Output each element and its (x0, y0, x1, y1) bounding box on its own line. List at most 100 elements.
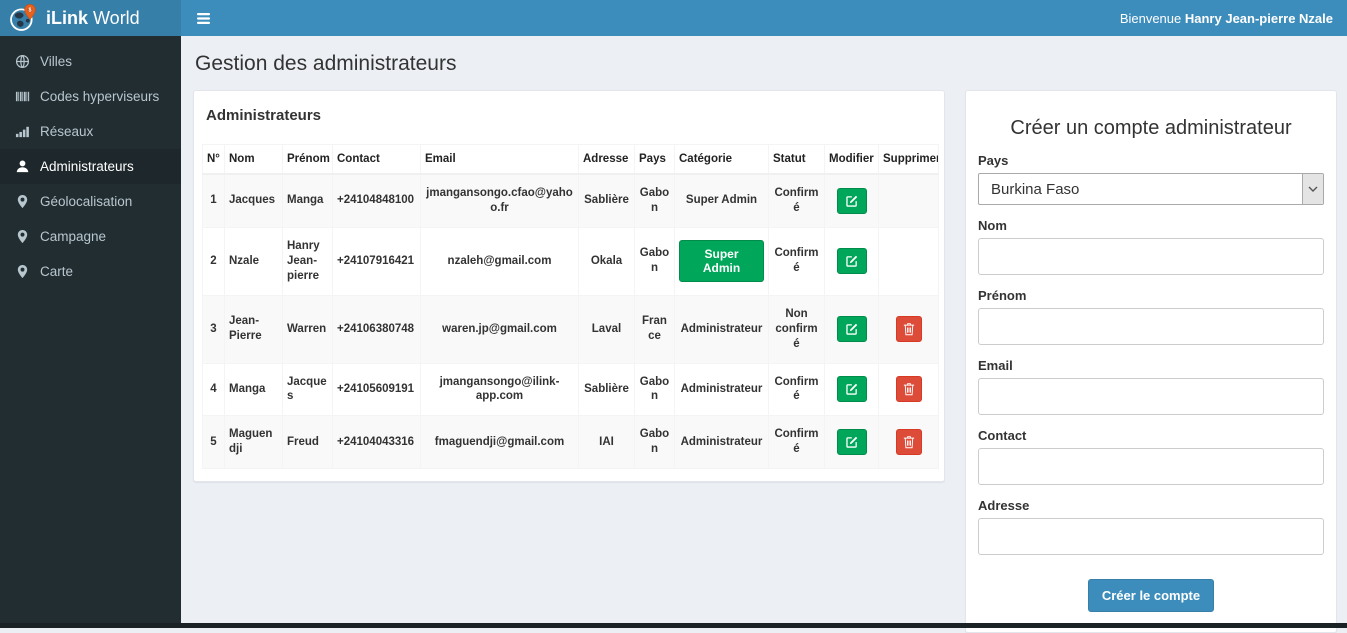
administrators-panel-title: Administrateurs (206, 107, 322, 124)
submit-row: Créer le compte (978, 579, 1324, 612)
sidebar: Villes Codes hyperviseurs Réseaux Administr… (0, 36, 181, 628)
contact-label: Contact (978, 428, 1027, 443)
cell-num: 3 (202, 294, 225, 364)
sidebar-item-label: Géolocalisation (40, 194, 133, 209)
sidebar-item-codes-hyperviseurs[interactable]: Codes hyperviseurs (0, 79, 181, 114)
pays-select-wrapper: Burkina Faso (978, 173, 1324, 205)
cell-prenom: Jacques (282, 362, 333, 417)
sidebar-item-label: Codes hyperviseurs (40, 89, 160, 104)
pays-select[interactable]: Burkina Faso (979, 174, 1323, 204)
cell-contact: +24104848100 (332, 173, 421, 228)
cell-email: jmangansongo@ilink-app.com (420, 362, 579, 417)
cell-num: 2 (202, 226, 225, 296)
edit-pencil-icon (845, 435, 859, 449)
hamburger-icon[interactable] (195, 9, 212, 28)
cell-nom: Maguendji (224, 415, 283, 470)
email-label: Email (978, 358, 1013, 373)
cell-adresse: IAI (578, 415, 635, 470)
column-header-categorie: Catégorie (674, 144, 769, 175)
cell-pays: Gabon (634, 226, 675, 296)
globe-icon (15, 54, 30, 69)
cell-categorie: Administrateur (674, 362, 769, 417)
cell-email: nzaleh@gmail.com (420, 226, 579, 296)
sidebar-item-label: Campagne (40, 229, 107, 244)
cell-pays: Gabon (634, 415, 675, 470)
column-header-contact: Contact (332, 144, 421, 175)
cell-prenom: Warren (282, 294, 333, 364)
cell-prenom: Freud (282, 415, 333, 470)
navbar: Bienvenue Hanry Jean-pierre Nzale (181, 0, 1347, 36)
administrators-table: N° Nom Prénom Contact Email Adresse Pays Catégo… (202, 144, 939, 470)
welcome-message: Bienvenue Hanry Jean-pierre Nzale (1120, 11, 1333, 26)
cell-modifier (824, 294, 879, 364)
sidebar-item-label: Administrateurs (40, 159, 134, 174)
sidebar-menu: Villes Codes hyperviseurs Réseaux Administr… (0, 44, 181, 289)
sidebar-item-geolocalisation[interactable]: Géolocalisation (0, 184, 181, 219)
table-header-row: N° Nom Prénom Contact Email Adresse Pays Catégo… (202, 144, 939, 175)
cell-statut: Non confirmé (768, 294, 825, 364)
brand-name-regular: World (88, 7, 140, 28)
nom-field[interactable] (978, 238, 1324, 275)
sidebar-item-villes[interactable]: Villes (0, 44, 181, 79)
sidebar-item-administrateurs[interactable]: Administrateurs (0, 149, 181, 184)
svg-text:$: $ (29, 8, 32, 14)
cell-modifier (824, 362, 879, 417)
column-header-statut: Statut (768, 144, 825, 175)
cell-email: fmaguendji@gmail.com (420, 415, 579, 470)
edit-row-button[interactable] (836, 187, 867, 214)
delete-row-button[interactable] (895, 429, 922, 456)
cell-statut: Confirmé (768, 173, 825, 228)
trash-icon (903, 322, 915, 336)
edit-pencil-icon (845, 194, 859, 208)
table-body: 1 Jacques Manga +24104848100 jmangansongo.cf… (202, 173, 939, 470)
cell-statut: Confirmé (768, 362, 825, 417)
brand-logo[interactable]: $ iLink World (0, 0, 181, 36)
cell-adresse: Sablière (578, 362, 635, 417)
cell-pays: Gabon (634, 173, 675, 228)
user-icon (15, 159, 30, 174)
contact-field[interactable] (978, 448, 1324, 485)
edit-row-button[interactable] (836, 248, 867, 275)
page-title: Gestion des administrateurs (195, 52, 457, 75)
content-columns: Administrateurs N° Nom Prénom Contact Email A… (193, 90, 1337, 633)
delete-row-button[interactable] (895, 376, 922, 403)
cell-categorie: Super Admin (674, 173, 769, 228)
sidebar-item-label: Carte (40, 264, 74, 279)
content-area: Gestion des administrateurs Administrate… (181, 36, 1347, 633)
adresse-field[interactable] (978, 518, 1324, 555)
table-row: 2 Nzale Hanry Jean-pierre +24107916421 nzale… (202, 226, 939, 296)
column-header-modifier: Modifier (824, 144, 879, 175)
edit-row-button[interactable] (836, 316, 867, 343)
brand-name: iLink World (46, 8, 140, 29)
column-header-prenom: Prénom (282, 144, 333, 175)
cell-supprimer (878, 294, 939, 364)
table-row: 1 Jacques Manga +24104848100 jmangansongo.cf… (202, 173, 939, 228)
cell-modifier (824, 415, 879, 470)
prenom-field[interactable] (978, 308, 1324, 345)
pays-label: Pays (978, 153, 1009, 168)
cell-email: waren.jp@gmail.com (420, 294, 579, 364)
edit-pencil-icon (845, 382, 859, 396)
cell-supprimer (878, 226, 939, 296)
delete-row-button[interactable] (895, 316, 922, 343)
cell-categorie: Super Admin (674, 226, 769, 296)
sidebar-item-label: Réseaux (40, 124, 94, 139)
bottom-edge-strip (0, 623, 1347, 628)
cell-modifier (824, 226, 879, 296)
create-admin-title: Créer un compte administrateur (1010, 117, 1292, 139)
sidebar-item-reseaux[interactable]: Réseaux (0, 114, 181, 149)
barcode-icon (15, 89, 30, 104)
super-admin-badge-button[interactable]: Super Admin (679, 240, 764, 283)
map-marker-icon (15, 194, 30, 209)
sidebar-item-carte[interactable]: Carte (0, 254, 181, 289)
cell-adresse: Sablière (578, 173, 635, 228)
column-header-nom: Nom (224, 144, 283, 175)
create-account-button[interactable]: Créer le compte (1087, 579, 1215, 612)
email-field[interactable] (978, 378, 1324, 415)
edit-row-button[interactable] (836, 429, 867, 456)
sidebar-item-campagne[interactable]: Campagne (0, 219, 181, 254)
column-header-pays: Pays (634, 144, 675, 175)
cell-contact: +24106380748 (332, 294, 421, 364)
administrators-panel: Administrateurs N° Nom Prénom Contact Email A… (193, 90, 945, 483)
edit-row-button[interactable] (836, 376, 867, 403)
